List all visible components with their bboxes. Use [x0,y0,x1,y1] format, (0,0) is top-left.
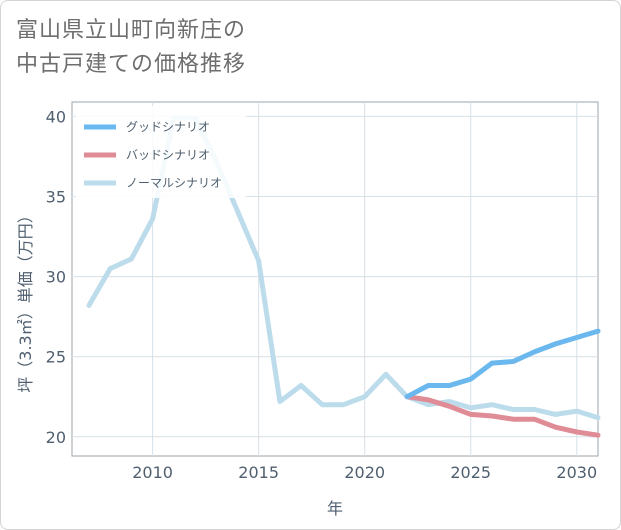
series-line-1 [404,394,601,438]
x-axis-ticks: 2010 2015 2020 2025 2030 [132,463,597,482]
x-axis-label: 年 [327,499,343,518]
y-tick-label: 20 [46,428,66,447]
x-tick-label: 2025 [450,463,491,482]
x-tick-label: 2015 [238,463,279,482]
x-tick-label: 2010 [132,463,173,482]
y-tick-label: 30 [46,268,66,287]
legend-label: バッドシナリオ [126,148,210,162]
y-axis-label: 坪（3.3㎡）単価（万円） [16,207,35,392]
y-tick-label: 35 [46,188,66,207]
y-tick-label: 25 [46,348,66,367]
x-tick-label: 2030 [556,463,597,482]
legend-label: ノーマルシナリオ [126,176,222,190]
chart-title: 富山県立山町向新庄の 中古戸建ての価格推移 [16,14,606,82]
x-tick-label: 2020 [344,463,385,482]
chart-title-line-2: 中古戸建ての価格推移 [16,52,247,77]
chart-title-line-1: 富山県立山町向新庄の [16,18,247,43]
y-tick-label: 40 [46,107,66,126]
y-axis-ticks: 20 25 30 35 40 [46,107,66,446]
legend-label: グッドシナリオ [126,120,210,134]
series-line-0 [404,328,601,400]
